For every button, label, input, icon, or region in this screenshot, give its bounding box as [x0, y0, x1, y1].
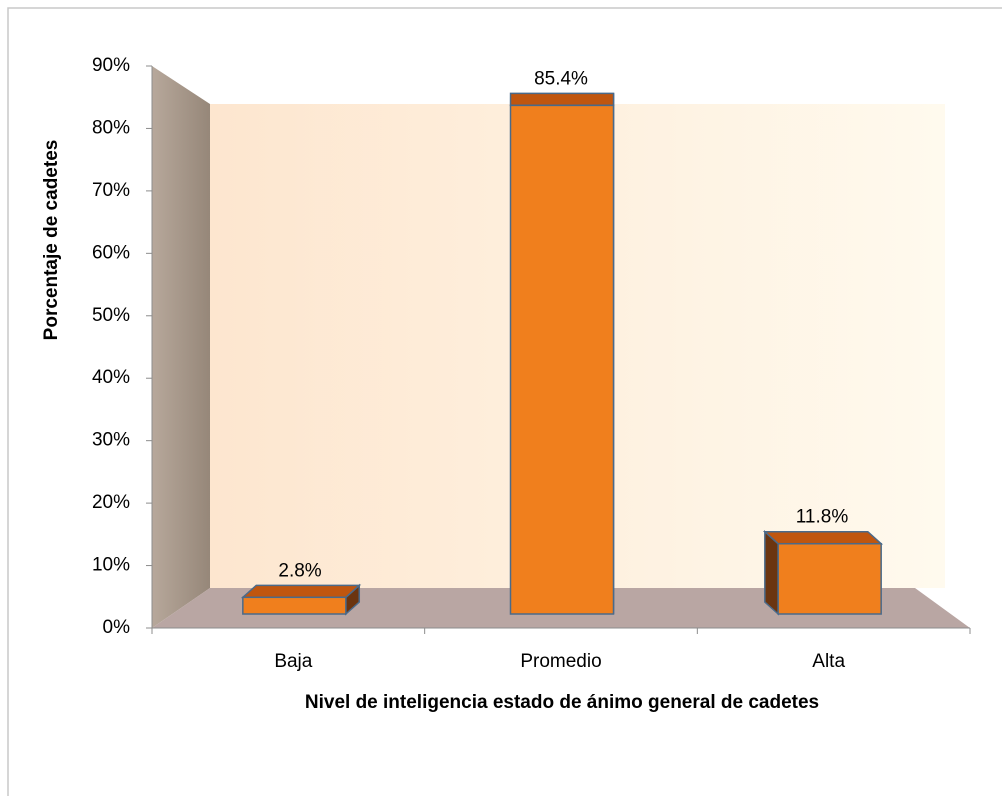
y-tick-label: 10% — [92, 555, 130, 576]
bar — [509, 104, 615, 615]
y-tick-label: 20% — [92, 492, 130, 513]
bar — [777, 542, 882, 615]
chart-border — [7, 7, 1002, 796]
bar-top — [240, 584, 362, 599]
bar-side — [764, 530, 779, 616]
bar-top — [509, 92, 615, 107]
value-label: 2.8% — [278, 560, 321, 581]
y-tick-label: 60% — [92, 242, 130, 263]
x-tick-label: Promedio — [520, 651, 601, 672]
x-axis-title: Nivel de inteligencia estado de ánimo ge… — [305, 692, 819, 713]
y-tick-label: 50% — [92, 305, 130, 326]
bar — [242, 596, 347, 615]
value-label: 85.4% — [534, 68, 588, 89]
y-tick-label: 30% — [92, 430, 130, 451]
value-label: 11.8% — [796, 507, 849, 528]
side-wall — [152, 66, 210, 628]
y-tick-label: 80% — [92, 117, 130, 138]
bar-top — [762, 530, 884, 545]
y-tick-label: 40% — [92, 367, 130, 388]
y-tick-label: 70% — [92, 180, 130, 201]
y-axis-title: Porcentaje de cadetes — [41, 140, 62, 341]
y-tick-label: 0% — [103, 617, 131, 638]
y-tick-label: 90% — [92, 55, 130, 76]
x-tick-label: Baja — [274, 651, 312, 672]
x-tick-label: Alta — [812, 651, 845, 672]
